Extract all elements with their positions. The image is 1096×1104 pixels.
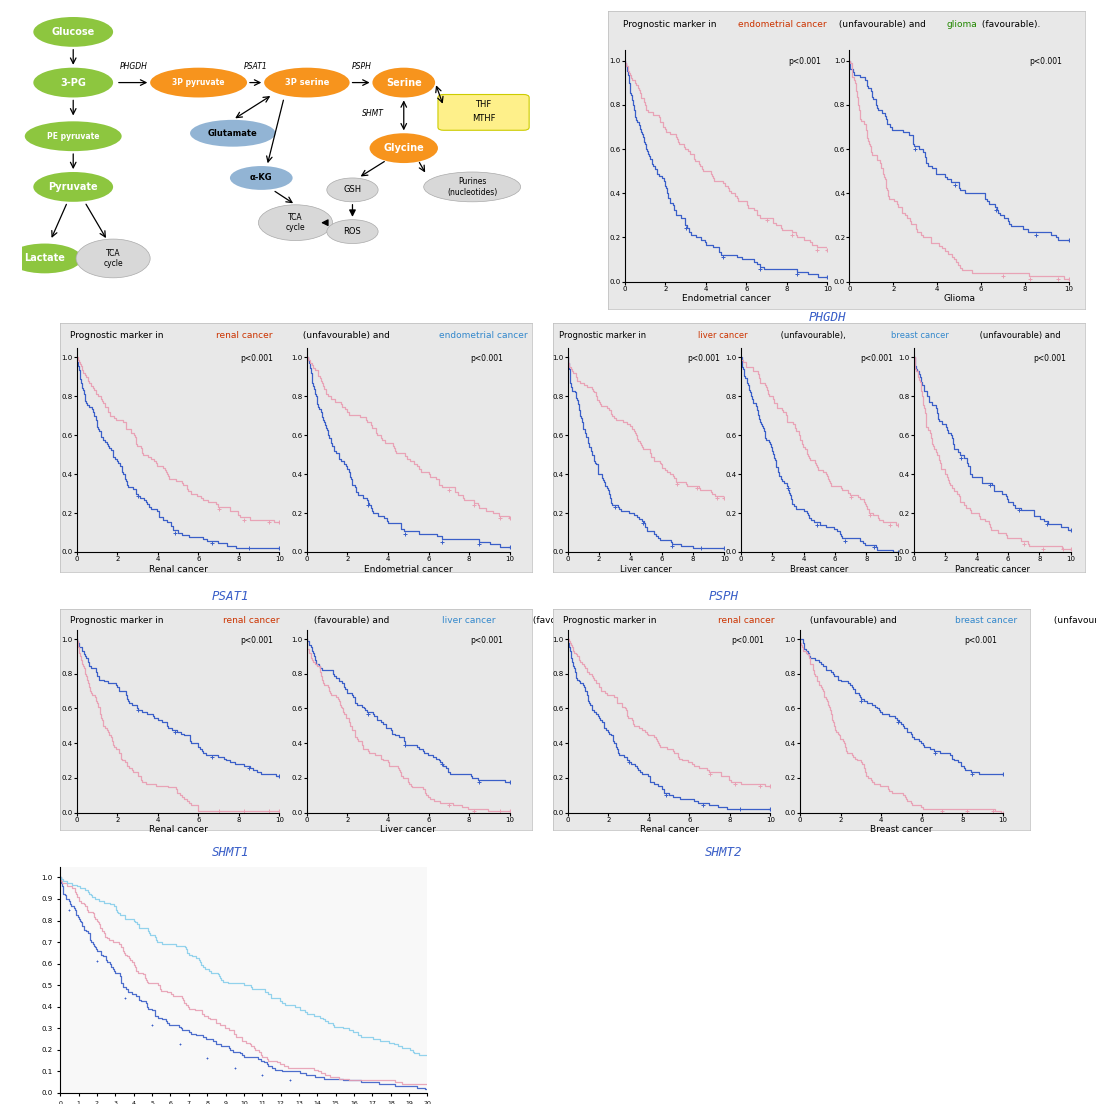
Ellipse shape	[373, 67, 435, 97]
Text: (unfavourable): (unfavourable)	[1051, 616, 1096, 625]
Text: p<0.001: p<0.001	[1034, 354, 1066, 363]
X-axis label: Breast cancer: Breast cancer	[870, 826, 933, 835]
Text: renal cancer: renal cancer	[216, 331, 273, 340]
Text: Purines
(nucleotides): Purines (nucleotides)	[447, 178, 498, 197]
Text: (unfavourable) and: (unfavourable) and	[978, 331, 1063, 340]
Ellipse shape	[230, 166, 293, 190]
Text: TCA
cycle: TCA cycle	[286, 213, 306, 232]
Ellipse shape	[33, 17, 113, 46]
Text: PSAT1: PSAT1	[212, 590, 249, 603]
Text: Prognostic marker in: Prognostic marker in	[563, 616, 660, 625]
Text: liver cancer: liver cancer	[443, 616, 495, 625]
X-axis label: Liver cancer: Liver cancer	[380, 826, 436, 835]
Text: PSAT1: PSAT1	[243, 62, 267, 71]
Text: p<0.001: p<0.001	[470, 354, 503, 363]
X-axis label: Breast cancer: Breast cancer	[790, 565, 848, 574]
Text: THF: THF	[476, 100, 492, 109]
Text: PE pyruvate: PE pyruvate	[47, 131, 100, 140]
Text: renal cancer: renal cancer	[718, 616, 775, 625]
Text: p<0.001: p<0.001	[240, 354, 273, 363]
Text: (favourable).: (favourable).	[529, 616, 591, 625]
Text: Prognostic marker in: Prognostic marker in	[559, 331, 649, 340]
Text: PHGDH: PHGDH	[809, 311, 846, 325]
X-axis label: Renal cancer: Renal cancer	[149, 826, 207, 835]
Text: p<0.001: p<0.001	[788, 56, 821, 65]
Text: PHGDH: PHGDH	[121, 62, 148, 71]
Ellipse shape	[369, 134, 438, 163]
Text: renal cancer: renal cancer	[224, 616, 279, 625]
Text: Prognostic marker in: Prognostic marker in	[70, 331, 167, 340]
X-axis label: Liver cancer: Liver cancer	[620, 565, 672, 574]
FancyBboxPatch shape	[438, 95, 529, 130]
Ellipse shape	[33, 67, 113, 97]
Text: MTHF: MTHF	[471, 115, 495, 124]
Ellipse shape	[327, 178, 378, 202]
Ellipse shape	[25, 121, 122, 151]
Text: 3P serine: 3P serine	[285, 78, 329, 87]
X-axis label: Renal cancer: Renal cancer	[640, 826, 698, 835]
Text: breast cancer: breast cancer	[955, 616, 1017, 625]
Text: SHMT1: SHMT1	[212, 846, 249, 859]
Text: (unfavourable) and: (unfavourable) and	[807, 616, 900, 625]
Text: SHMT2: SHMT2	[705, 846, 742, 859]
Text: p<0.001: p<0.001	[963, 636, 996, 645]
Text: p<0.001: p<0.001	[1029, 56, 1062, 65]
Text: 3-PG: 3-PG	[60, 77, 87, 87]
Text: p<0.001: p<0.001	[240, 636, 273, 645]
Text: Serine: Serine	[386, 77, 422, 87]
Text: liver cancer: liver cancer	[698, 331, 747, 340]
Text: (unfavourable),: (unfavourable),	[778, 331, 848, 340]
Ellipse shape	[264, 67, 350, 97]
Text: glioma: glioma	[946, 20, 977, 29]
X-axis label: Endometrial cancer: Endometrial cancer	[364, 565, 453, 574]
Text: TCA
cycle: TCA cycle	[103, 248, 123, 268]
Text: (unfavourable) and: (unfavourable) and	[300, 331, 392, 340]
X-axis label: Endometrial cancer: Endometrial cancer	[682, 295, 770, 304]
Text: Glycine: Glycine	[384, 144, 424, 153]
Ellipse shape	[8, 244, 82, 274]
Ellipse shape	[190, 120, 275, 147]
Text: PSPH: PSPH	[352, 62, 373, 71]
Text: α-KG: α-KG	[250, 173, 273, 182]
X-axis label: Pancreatic cancer: Pancreatic cancer	[955, 565, 1030, 574]
Text: p<0.001: p<0.001	[860, 354, 893, 363]
Ellipse shape	[424, 172, 521, 202]
Text: endometrial cancer: endometrial cancer	[439, 331, 528, 340]
Ellipse shape	[259, 204, 332, 241]
Text: SHMT: SHMT	[362, 109, 384, 118]
Ellipse shape	[327, 220, 378, 244]
X-axis label: Renal cancer: Renal cancer	[149, 565, 207, 574]
Text: Pyruvate: Pyruvate	[48, 182, 98, 192]
Text: GSH: GSH	[343, 185, 362, 194]
Text: Prognostic marker in: Prognostic marker in	[70, 616, 167, 625]
Ellipse shape	[33, 172, 113, 202]
Ellipse shape	[76, 240, 150, 278]
Text: (unfavourable) and: (unfavourable) and	[836, 20, 929, 29]
Text: endometrial cancer: endometrial cancer	[738, 20, 826, 29]
Text: Glutamate: Glutamate	[208, 129, 258, 138]
Text: breast cancer: breast cancer	[891, 331, 949, 340]
Text: p<0.001: p<0.001	[731, 636, 764, 645]
X-axis label: Glioma: Glioma	[943, 295, 975, 304]
Text: Glucose: Glucose	[52, 26, 95, 36]
Text: (unfavourable).: (unfavourable).	[564, 331, 638, 340]
Text: Prognostic marker in: Prognostic marker in	[623, 20, 719, 29]
Text: (favourable) and: (favourable) and	[311, 616, 392, 625]
Text: p<0.001: p<0.001	[687, 354, 720, 363]
Text: ROS: ROS	[344, 227, 362, 236]
Text: (favourable).: (favourable).	[979, 20, 1040, 29]
Text: Lactate: Lactate	[24, 254, 65, 264]
Ellipse shape	[150, 67, 247, 97]
Text: 3P pyruvate: 3P pyruvate	[172, 78, 225, 87]
Text: p<0.001: p<0.001	[470, 636, 503, 645]
Text: PSPH: PSPH	[708, 590, 739, 603]
